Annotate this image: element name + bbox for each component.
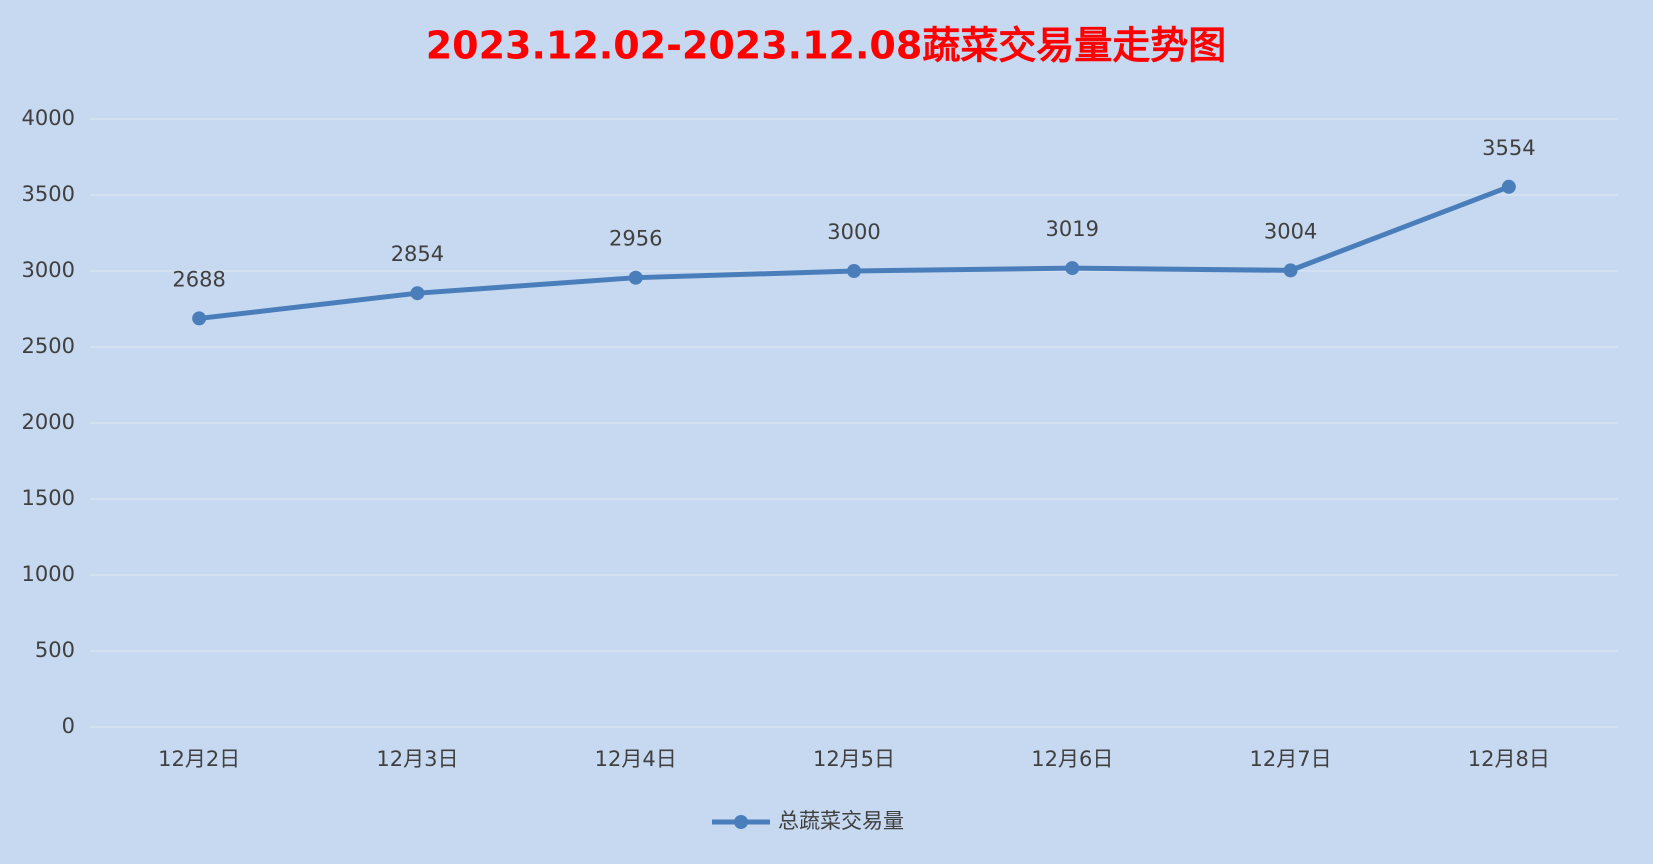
marker (1501, 179, 1516, 194)
x-tick-label: 12月6日 (1031, 747, 1113, 771)
x-tick-label: 12月4日 (595, 747, 677, 771)
legend-label: 总蔬菜交易量 (778, 809, 904, 833)
legend-marker (734, 815, 748, 829)
y-tick-label: 500 (35, 638, 75, 662)
data-label: 3019 (1046, 217, 1099, 241)
y-tick-label: 1500 (22, 486, 75, 510)
marker (410, 286, 425, 301)
marker (847, 264, 861, 278)
marker (192, 311, 207, 326)
x-tick-label: 12月7日 (1250, 747, 1332, 771)
marker (1065, 261, 1080, 276)
x-tick-label: 12月2日 (158, 747, 240, 771)
y-tick-label: 3000 (22, 258, 75, 282)
y-tick-label: 4000 (22, 106, 75, 130)
data-label: 3554 (1482, 136, 1535, 160)
x-tick-label: 12月8日 (1468, 747, 1550, 771)
data-label: 2854 (391, 242, 444, 266)
y-tick-label: 2000 (22, 410, 75, 434)
chart-title: 2023.12.02-2023.12.08蔬菜交易量走势图 (426, 24, 1227, 68)
marker (1283, 263, 1298, 278)
data-label: 2956 (609, 227, 662, 251)
marker (628, 270, 643, 285)
x-tick-label: 12月5日 (813, 747, 895, 771)
y-tick-label: 2500 (22, 334, 75, 358)
data-label: 3004 (1264, 219, 1317, 243)
data-label: 2688 (172, 267, 225, 291)
x-tick-label: 12月3日 (376, 747, 458, 771)
data-label: 3000 (827, 220, 880, 244)
y-tick-label: 3500 (22, 182, 75, 206)
y-tick-label: 0 (62, 714, 75, 738)
y-tick-label: 1000 (22, 562, 75, 586)
